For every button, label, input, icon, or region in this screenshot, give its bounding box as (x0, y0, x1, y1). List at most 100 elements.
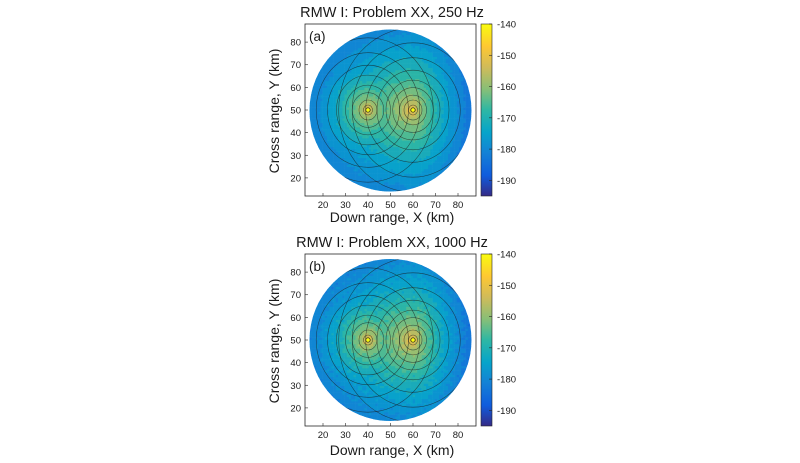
field-cell (382, 85, 385, 89)
field-cell (377, 149, 381, 152)
field-cell (335, 125, 339, 128)
field-cell (373, 140, 376, 144)
field-cell (423, 96, 427, 100)
field-cell (448, 123, 451, 126)
field-cell (368, 136, 372, 139)
field-cell (423, 134, 427, 137)
field-cell (430, 101, 433, 104)
field-cell (410, 153, 414, 157)
field-cell (419, 123, 422, 126)
field-cell (412, 50, 416, 53)
field-cell (364, 48, 367, 51)
field-cell (362, 76, 365, 80)
field-cell (351, 136, 354, 139)
field-cell (349, 107, 352, 111)
field-cell (324, 138, 328, 141)
field-cell (419, 145, 422, 148)
field-cell (333, 81, 337, 84)
field-cell (364, 35, 367, 38)
field-cell (331, 87, 334, 91)
field-cell (338, 114, 341, 117)
field-cell (445, 105, 449, 108)
field-cell (353, 50, 356, 53)
field-cell (401, 61, 405, 64)
field-cell (353, 107, 356, 111)
field-cell (450, 63, 453, 67)
field-cell (408, 81, 411, 84)
field-cell (386, 72, 389, 75)
field-cell (364, 32, 367, 36)
field-cell (412, 37, 416, 40)
field-cell (399, 70, 403, 73)
field-cell (313, 118, 317, 122)
field-cell (329, 151, 332, 155)
field-cell (450, 83, 453, 86)
field-cell (441, 142, 444, 146)
field-cell (390, 83, 394, 86)
field-cell (432, 85, 436, 89)
field-cell (393, 52, 396, 56)
field-cell (419, 156, 422, 159)
field-cell (454, 125, 458, 128)
field-cell (382, 57, 385, 60)
field-cell (388, 162, 392, 166)
field-cell (342, 145, 345, 148)
field-cell (404, 145, 407, 148)
field-cell (335, 65, 339, 69)
field-cell (428, 87, 431, 91)
field-cell (430, 114, 433, 117)
field-cell (421, 46, 425, 49)
field-cell (445, 142, 449, 146)
field-cell (384, 129, 387, 133)
field-cell (344, 46, 348, 49)
field-cell (397, 98, 400, 102)
field-cell (373, 156, 376, 159)
field-cell (333, 114, 337, 117)
field-cell (368, 54, 372, 58)
field-cell (399, 85, 403, 89)
field-cell (439, 149, 442, 152)
field-cell (377, 156, 381, 159)
field-cell (360, 136, 363, 139)
field-cell (443, 105, 447, 108)
field-cell (329, 79, 332, 82)
field-cell (309, 109, 312, 113)
field-cell (390, 52, 394, 56)
field-cell (432, 149, 436, 152)
field-cell (419, 116, 422, 119)
field-cell (426, 120, 429, 124)
field-cell (434, 125, 438, 128)
field-cell (390, 134, 394, 137)
field-cell (437, 90, 440, 93)
field-cell (351, 83, 354, 86)
field-cell (395, 101, 398, 104)
field-cell (390, 120, 394, 124)
field-cell (362, 35, 365, 38)
field-cell (450, 70, 453, 73)
field-cell (463, 131, 466, 135)
field-cell (329, 109, 332, 113)
field-cell (439, 107, 442, 111)
field-cell (384, 127, 387, 130)
field-cell (324, 98, 328, 102)
field-cell (329, 147, 332, 150)
field-cell (371, 149, 374, 152)
field-cell (434, 149, 438, 152)
field-cell (388, 138, 392, 141)
field-cell (441, 98, 444, 102)
field-cell (360, 162, 363, 166)
field-cell (327, 151, 330, 155)
field-cell (322, 125, 326, 128)
field-cell (371, 158, 374, 161)
field-cell (364, 162, 367, 166)
field-cell (452, 81, 455, 84)
field-cell (428, 46, 431, 49)
field-cell (417, 127, 420, 130)
field-cell (412, 59, 416, 62)
field-cell (322, 147, 326, 150)
field-cell (335, 63, 339, 67)
field-cell (366, 74, 370, 78)
field-cell (373, 32, 376, 36)
field-cell (355, 94, 359, 97)
field-cell (437, 61, 440, 64)
